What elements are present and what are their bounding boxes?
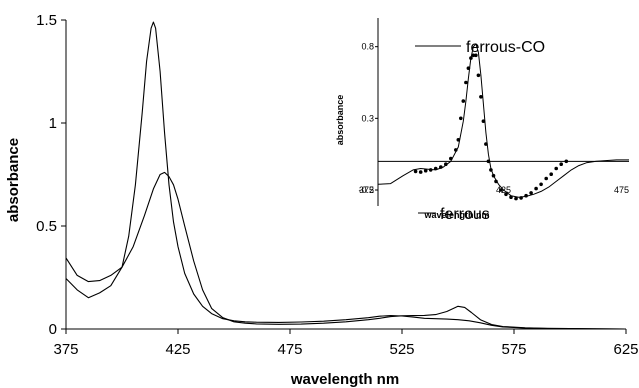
legend-ferrous-co-label: ferrous-CO bbox=[466, 39, 545, 56]
x-axis-title: wavelength nm bbox=[290, 371, 399, 388]
inset-data-point bbox=[539, 182, 543, 187]
x-tick-label: 375 bbox=[53, 341, 78, 358]
inset-data-point bbox=[544, 176, 548, 181]
inset-data-point bbox=[504, 192, 508, 197]
legend-ferrous-co: ferrous-CO bbox=[415, 39, 545, 56]
inset-data-point bbox=[459, 116, 463, 121]
inset-series-line bbox=[377, 43, 629, 198]
series-line-ferrous-co bbox=[65, 21, 627, 330]
inset-x-tick-label: 475 bbox=[614, 185, 629, 195]
main-ticks: 375 425 475 525 575 625 0 0.5 1 1.5 bbox=[36, 12, 638, 358]
inset-data-point bbox=[474, 53, 478, 58]
x-tick-label: 525 bbox=[389, 341, 414, 358]
inset-data-point bbox=[499, 188, 503, 192]
inset-data-point bbox=[413, 169, 418, 174]
inset-y-tick-label: 0.8 bbox=[361, 42, 374, 52]
inset-data-point bbox=[549, 172, 553, 176]
inset-y-tick-label: -0.2 bbox=[358, 185, 374, 195]
main-series bbox=[65, 21, 627, 330]
inset-data-point bbox=[469, 56, 473, 60]
inset-data-point bbox=[519, 196, 523, 200]
x-tick-label: 625 bbox=[613, 341, 638, 358]
y-axis-title: absorbance bbox=[5, 138, 22, 222]
inset-data-point bbox=[486, 159, 491, 164]
inset-data-point bbox=[484, 142, 488, 146]
inset-series bbox=[377, 43, 629, 201]
inset-data-point bbox=[466, 66, 471, 70]
inset-data-point bbox=[534, 186, 538, 191]
inset-data-point bbox=[456, 138, 461, 142]
inset-data-point bbox=[559, 162, 563, 166]
inset-x-axis-title: wavelength nm bbox=[423, 210, 489, 220]
inset-data-point bbox=[444, 162, 448, 166]
inset-data-point bbox=[494, 179, 498, 184]
legend-ferrous-label: ferrous bbox=[440, 206, 490, 223]
inset-data-point bbox=[554, 166, 558, 171]
inset-axes bbox=[377, 18, 629, 206]
inset-data-point bbox=[428, 168, 433, 172]
inset-data-point bbox=[509, 195, 513, 199]
x-tick-label: 475 bbox=[277, 341, 302, 358]
x-tick-label: 575 bbox=[501, 341, 526, 358]
inset-data-point bbox=[471, 53, 476, 58]
inset-data-point bbox=[514, 196, 518, 201]
inset-data-point bbox=[489, 168, 493, 172]
inset-x-tick-label: 375 bbox=[359, 185, 374, 195]
x-tick-label: 425 bbox=[165, 341, 190, 358]
main-axes bbox=[65, 20, 626, 330]
inset-data-point bbox=[449, 156, 453, 161]
inset-data-point bbox=[476, 73, 481, 78]
inset-data-point bbox=[461, 99, 466, 103]
inset-data-point bbox=[423, 168, 428, 173]
inset-y-axis-title: absorbance bbox=[335, 95, 345, 146]
y-tick-label: 0 bbox=[49, 321, 57, 338]
inset-data-point bbox=[433, 166, 438, 171]
inset-y-tick-label: 0.3 bbox=[361, 113, 374, 123]
inset-data-point bbox=[491, 173, 496, 178]
y-tick-label: 1.5 bbox=[36, 12, 57, 29]
inset-data-point bbox=[439, 165, 443, 169]
inset-data-point bbox=[454, 148, 458, 152]
inset-data-point bbox=[418, 170, 423, 174]
inset-data-point bbox=[481, 119, 486, 123]
y-tick-label: 1 bbox=[49, 115, 57, 132]
series-line-ferrous bbox=[65, 171, 627, 330]
y-tick-label: 0.5 bbox=[36, 218, 57, 235]
legend-ferrous: ferrous bbox=[418, 206, 490, 223]
inset-data-point bbox=[464, 80, 468, 85]
inset-data-point bbox=[564, 159, 569, 164]
inset-data-point bbox=[479, 95, 483, 99]
inset-data-point bbox=[524, 193, 528, 198]
inset-data-point bbox=[529, 191, 533, 195]
